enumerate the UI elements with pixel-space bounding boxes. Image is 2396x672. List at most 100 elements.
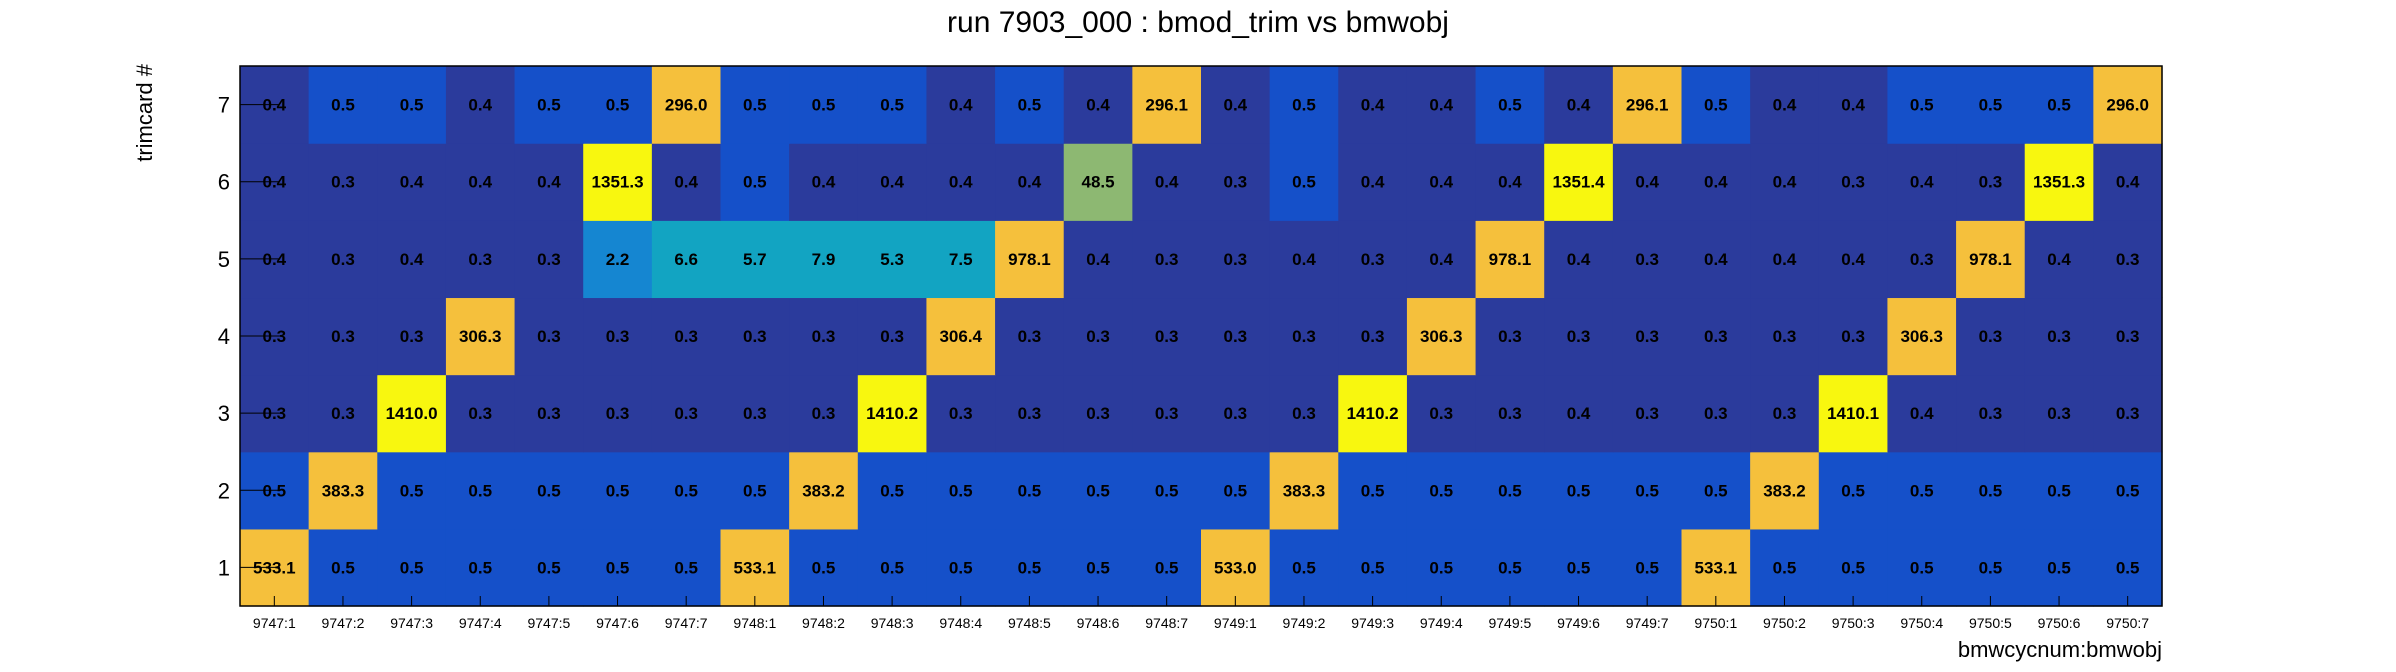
cell-value-label: 0.5 bbox=[812, 96, 836, 115]
heatmap-cell bbox=[1338, 451, 1408, 530]
heatmap-cell bbox=[1063, 220, 1133, 299]
heatmap-cell bbox=[1818, 297, 1889, 376]
cell-value-label: 1410.2 bbox=[1347, 404, 1399, 423]
cell-value-label: 0.3 bbox=[2047, 327, 2071, 346]
heatmap-cell bbox=[1132, 528, 1202, 607]
cell-value-label: 6.6 bbox=[674, 250, 698, 269]
heatmap-cell bbox=[720, 66, 790, 144]
heatmap-cell bbox=[1201, 528, 1271, 607]
cell-value-label: 0.4 bbox=[1361, 173, 1385, 192]
cell-value-label: 0.4 bbox=[400, 250, 424, 269]
cell-value-label: 0.3 bbox=[1567, 327, 1591, 346]
x-tick-label: 9749:5 bbox=[1488, 615, 1531, 631]
cell-value-label: 0.5 bbox=[812, 558, 836, 577]
heatmap-cell bbox=[1544, 451, 1614, 530]
cell-value-label: 0.5 bbox=[1429, 481, 1453, 500]
cell-value-label: 0.3 bbox=[1292, 327, 1316, 346]
heatmap-cell bbox=[1681, 220, 1751, 299]
heatmap-cell bbox=[1818, 220, 1889, 299]
cell-value-label: 0.4 bbox=[1292, 250, 1316, 269]
heatmap-cell bbox=[1750, 66, 1820, 144]
y-tick-label: 3 bbox=[218, 401, 230, 426]
cell-value-label: 0.4 bbox=[468, 96, 492, 115]
x-tick-label: 9748:6 bbox=[1077, 615, 1120, 631]
heatmap-cell bbox=[1406, 143, 1477, 221]
cell-value-label: 0.3 bbox=[537, 250, 561, 269]
heatmap-cell bbox=[1956, 528, 2026, 607]
cell-value-label: 0.3 bbox=[1018, 404, 1042, 423]
heatmap-cell bbox=[445, 297, 516, 376]
cell-value-label: 296.0 bbox=[2106, 96, 2149, 115]
cell-value-label: 533.0 bbox=[1214, 558, 1257, 577]
cell-value-label: 0.4 bbox=[2047, 250, 2071, 269]
heatmap-cell bbox=[2024, 451, 2094, 530]
heatmap-cell bbox=[926, 220, 996, 299]
cell-value-label: 0.3 bbox=[1979, 173, 2003, 192]
heatmap-cell bbox=[1269, 451, 1339, 530]
cell-value-label: 0.3 bbox=[468, 404, 492, 423]
heatmap-cell bbox=[1063, 451, 1133, 530]
cell-value-label: 0.3 bbox=[1979, 327, 2003, 346]
heatmap-cell bbox=[720, 451, 790, 530]
y-tick-label: 7 bbox=[218, 93, 230, 118]
cell-value-label: 0.5 bbox=[468, 558, 492, 577]
y-tick-label: 4 bbox=[218, 324, 230, 349]
heatmap-cell bbox=[445, 220, 516, 299]
cell-value-label: 0.5 bbox=[743, 173, 767, 192]
cell-value-label: 0.5 bbox=[674, 481, 698, 500]
heatmap-cell bbox=[1406, 374, 1477, 453]
heatmap-cell bbox=[514, 528, 584, 607]
cell-value-label: 0.5 bbox=[2116, 481, 2140, 500]
cell-value-label: 0.5 bbox=[331, 558, 355, 577]
cell-value-label: 0.5 bbox=[537, 481, 561, 500]
cell-value-label: 0.4 bbox=[1773, 173, 1797, 192]
cell-value-label: 0.5 bbox=[1979, 558, 2003, 577]
heatmap-cell bbox=[1887, 297, 1957, 376]
heatmap-cell bbox=[1750, 220, 1820, 299]
cell-value-label: 0.5 bbox=[1155, 481, 1179, 500]
cell-value-label: 0.5 bbox=[1361, 481, 1385, 500]
cell-value-label: 0.5 bbox=[1018, 481, 1042, 500]
heatmap-cell bbox=[789, 220, 859, 299]
heatmap-cell bbox=[1956, 297, 2026, 376]
y-tick-label: 1 bbox=[218, 555, 230, 580]
heatmap-cell bbox=[583, 297, 653, 376]
cell-value-label: 0.5 bbox=[2116, 558, 2140, 577]
heatmap-cell bbox=[1544, 297, 1614, 376]
cell-value-label: 0.5 bbox=[1635, 481, 1659, 500]
cell-value-label: 0.4 bbox=[949, 173, 973, 192]
cell-value-label: 0.3 bbox=[606, 327, 630, 346]
cell-value-label: 1351.4 bbox=[1553, 173, 1606, 192]
cell-value-label: 0.4 bbox=[1086, 250, 1110, 269]
heatmap-cell bbox=[1544, 374, 1614, 453]
cell-value-label: 0.5 bbox=[1498, 481, 1522, 500]
heatmap-cell bbox=[2024, 143, 2094, 221]
heatmap-cell bbox=[789, 374, 859, 453]
heatmap-cell bbox=[2093, 374, 2163, 453]
heatmap-cell bbox=[1063, 374, 1133, 453]
cell-value-label: 0.3 bbox=[1361, 250, 1385, 269]
cell-value-label: 0.4 bbox=[1224, 96, 1248, 115]
heatmap-cell bbox=[1750, 374, 1820, 453]
cell-value-label: 0.5 bbox=[1910, 558, 1934, 577]
cell-value-label: 0.3 bbox=[949, 404, 973, 423]
heatmap-cell bbox=[1956, 66, 2026, 144]
cell-value-label: 0.3 bbox=[1773, 327, 1797, 346]
heatmap-cell bbox=[1132, 143, 1202, 221]
y-axis-label: trimcard # bbox=[132, 63, 157, 162]
heatmap-cell bbox=[1475, 297, 1545, 376]
heatmap-cell bbox=[2093, 528, 2163, 607]
cell-value-label: 2.2 bbox=[606, 250, 630, 269]
cell-value-label: 296.1 bbox=[1145, 96, 1188, 115]
chart-title: run 7903_000 : bmod_trim vs bmwobj bbox=[947, 6, 1449, 39]
cell-value-label: 0.3 bbox=[1841, 173, 1865, 192]
cell-value-label: 0.4 bbox=[1635, 173, 1659, 192]
heatmap-cell bbox=[857, 297, 928, 376]
cell-value-label: 0.4 bbox=[1704, 173, 1728, 192]
cell-value-label: 0.4 bbox=[1429, 250, 1453, 269]
heatmap-cell bbox=[720, 143, 790, 221]
heatmap-cell bbox=[720, 297, 790, 376]
heatmap-cell bbox=[2024, 66, 2094, 144]
heatmap-cell bbox=[377, 66, 447, 144]
cell-value-label: 0.4 bbox=[1498, 173, 1522, 192]
